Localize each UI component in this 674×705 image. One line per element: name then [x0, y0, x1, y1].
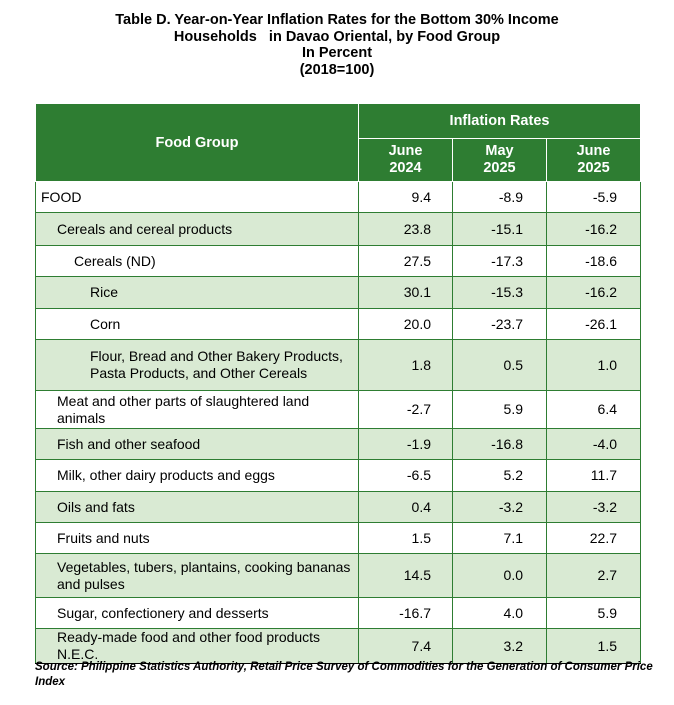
row-label: Rice — [35, 276, 359, 309]
row-label: Vegetables, tubers, plantains, cooking b… — [35, 553, 359, 598]
row-value: 7.1 — [452, 522, 547, 554]
row-value: -16.7 — [358, 597, 453, 629]
row-value: -23.7 — [452, 308, 547, 340]
table-row: Vegetables, tubers, plantains, cooking b… — [35, 553, 642, 598]
row-value: 5.9 — [452, 390, 547, 429]
table-title: Table D. Year-on-Year Inflation Rates fo… — [0, 12, 674, 78]
row-value: 5.9 — [545, 597, 642, 629]
table-row: Cereals (ND) 27.5 -17.3 -18.6 — [35, 245, 642, 277]
header-month-name: May — [485, 143, 514, 159]
row-value: -16.2 — [545, 276, 642, 309]
row-value: -26.1 — [545, 308, 642, 340]
title-line-1: Table D. Year-on-Year Inflation Rates fo… — [115, 12, 559, 28]
row-value: 0.4 — [358, 491, 453, 523]
header-month-year: 2025 — [577, 160, 610, 176]
row-value: -1.9 — [358, 428, 453, 460]
row-label: Meat and other parts of slaughtered land… — [35, 390, 359, 429]
header-month: June 2024 — [358, 138, 453, 182]
row-value: 9.4 — [358, 181, 453, 213]
header-month-name: June — [388, 143, 423, 159]
table-row: Corn 20.0 -23.7 -26.1 — [35, 308, 642, 340]
row-value: 1.5 — [545, 628, 642, 664]
table-row: Sugar, confectionery and desserts -16.7 4.… — [35, 597, 642, 629]
header-inflation-rates: Inflation Rates — [357, 103, 642, 139]
table-body: FOOD 9.4 -8.9 -5.9 Cereals and cereal produc… — [35, 181, 642, 664]
source-note: Source: Philippine Statistics Authority,… — [35, 661, 653, 688]
row-value: -18.6 — [545, 245, 642, 277]
table-row: Flour, Bread and Other Bakery Products, … — [35, 339, 642, 391]
row-value: 30.1 — [358, 276, 453, 309]
table-row: Fish and other seafood -1.9 -16.8 -4.0 — [35, 428, 642, 460]
header-month: June 2025 — [545, 138, 642, 182]
header-month-year: 2024 — [389, 160, 422, 176]
row-label: Cereals (ND) — [35, 245, 359, 277]
row-value: -16.8 — [452, 428, 547, 460]
row-value: 5.2 — [452, 459, 547, 492]
title-line-4: (2018=100) — [299, 61, 375, 78]
header-month-year: 2025 — [483, 160, 516, 176]
row-value: -2.7 — [358, 390, 453, 429]
row-value: -5.9 — [545, 181, 642, 213]
row-value: 3.2 — [452, 628, 547, 664]
row-value: 1.5 — [358, 522, 453, 554]
header-month-name: June — [576, 143, 611, 159]
row-label: Milk, other dairy products and eggs — [35, 459, 359, 492]
table-row: Meat and other parts of slaughtered land… — [35, 390, 642, 429]
title-line-3: In Percent — [301, 45, 373, 61]
row-value: -15.3 — [452, 276, 547, 309]
row-label: Fruits and nuts — [35, 522, 359, 554]
row-value: -4.0 — [545, 428, 642, 460]
header-month: May 2025 — [452, 138, 547, 182]
row-value: 1.0 — [545, 339, 642, 391]
row-value: 4.0 — [452, 597, 547, 629]
row-value: -3.2 — [452, 491, 547, 523]
row-value: 7.4 — [358, 628, 453, 664]
row-value: 0.0 — [452, 553, 547, 598]
row-label: Ready-made food and other food products … — [35, 628, 359, 664]
row-value: 2.7 — [545, 553, 642, 598]
table-row: Milk, other dairy products and eggs -6.5 5… — [35, 459, 642, 492]
row-value: 27.5 — [358, 245, 453, 277]
row-label: Cereals and cereal products — [35, 212, 359, 246]
row-value: 0.5 — [452, 339, 547, 391]
row-value: 22.7 — [545, 522, 642, 554]
inflation-table: Food Group Inflation Rates June 2024 May 2… — [35, 103, 642, 664]
table-row: Rice 30.1 -15.3 -16.2 — [35, 276, 642, 309]
table-row: Cereals and cereal products 23.8 -15.1 -16.… — [35, 212, 642, 246]
row-value: -15.1 — [452, 212, 547, 246]
row-value: -6.5 — [358, 459, 453, 492]
row-label: FOOD — [35, 181, 359, 213]
row-value: 6.4 — [545, 390, 642, 429]
row-label: Corn — [35, 308, 359, 340]
table-row: Oils and fats 0.4 -3.2 -3.2 — [35, 491, 642, 523]
row-label: Oils and fats — [35, 491, 359, 523]
row-label: Fish and other seafood — [35, 428, 359, 460]
row-label: Sugar, confectionery and desserts — [35, 597, 359, 629]
row-value: 1.8 — [358, 339, 453, 391]
title-line-2: Households in Davao Oriental, by Food Gr… — [173, 28, 501, 45]
row-value: 11.7 — [545, 459, 642, 492]
table-row: Fruits and nuts 1.5 7.1 22.7 — [35, 522, 642, 554]
row-value: 20.0 — [358, 308, 453, 340]
row-value: -8.9 — [452, 181, 547, 213]
row-value: 14.5 — [358, 553, 453, 598]
row-value: -17.3 — [452, 245, 547, 277]
row-value: -16.2 — [545, 212, 642, 246]
row-value: 23.8 — [358, 212, 453, 246]
row-value: -3.2 — [545, 491, 642, 523]
table-row: Ready-made food and other food products … — [35, 628, 642, 664]
table-row: FOOD 9.4 -8.9 -5.9 — [35, 181, 642, 213]
row-label: Flour, Bread and Other Bakery Products, … — [35, 339, 359, 391]
header-food-group: Food Group — [35, 103, 359, 182]
